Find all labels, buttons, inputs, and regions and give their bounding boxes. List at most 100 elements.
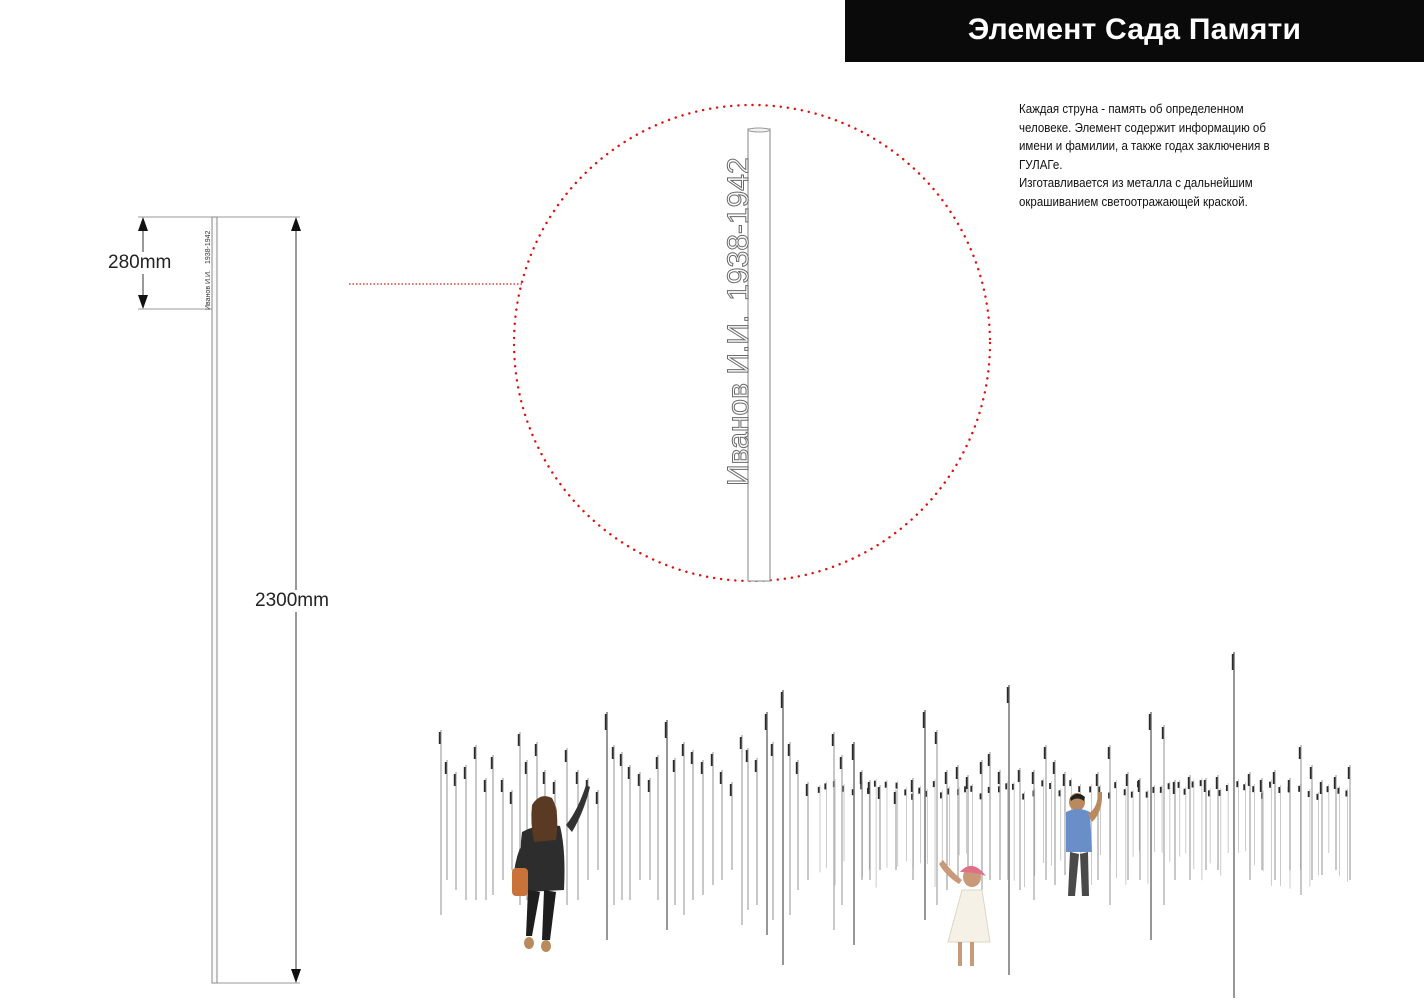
garden-pole-inscription xyxy=(542,772,545,784)
title-bar: Элемент Сада Памяти xyxy=(845,0,1424,62)
garden-pole-inscription xyxy=(1269,781,1271,788)
garden-pole-inscription xyxy=(534,744,537,756)
garden-pole-inscription xyxy=(1191,781,1194,788)
garden-pole-inscription xyxy=(1177,781,1180,788)
garden-pole-inscription xyxy=(1148,714,1151,730)
dimension-arrow-up-icon xyxy=(291,217,301,231)
garden-pole-inscription xyxy=(745,750,748,762)
person-man-figure xyxy=(1066,792,1103,896)
garden-pole-inscription xyxy=(729,784,732,796)
garden-pole-inscription xyxy=(1089,786,1092,793)
garden-pole-inscription xyxy=(664,722,667,738)
garden-pole-inscription xyxy=(1252,786,1255,793)
garden-pole-inscription xyxy=(859,772,862,784)
page-title: Элемент Сада Памяти xyxy=(967,13,1302,46)
garden-pole-inscription xyxy=(1172,782,1175,794)
garden-pole-inscription xyxy=(681,744,684,756)
garden-pole-inscription xyxy=(1231,654,1234,670)
dimension-arrow-up-icon xyxy=(138,217,148,231)
garden-pole-inscription xyxy=(647,780,650,792)
dimension-arrow-down-icon xyxy=(291,969,301,983)
garden-pole-inscription xyxy=(627,767,630,779)
garden-pole-inscription xyxy=(473,747,476,759)
garden-pole-inscription xyxy=(1043,747,1046,759)
garden-pole-inscription xyxy=(964,786,966,793)
garden-pole-inscription xyxy=(764,714,767,730)
garden-pole-inscription xyxy=(1095,774,1098,786)
garden-pole-inscription xyxy=(795,762,798,774)
garden-pole-inscription xyxy=(1017,770,1020,782)
garden-pole-inscription xyxy=(1062,774,1065,786)
garden-pole-inscription xyxy=(1316,793,1319,800)
garden-pole-inscription xyxy=(509,792,512,804)
garden-pole-inscription xyxy=(754,760,757,772)
person-woman-figure xyxy=(512,785,590,952)
garden-pole-inscription xyxy=(817,786,820,793)
garden-pole-inscription xyxy=(867,782,870,794)
garden-pole-inscription xyxy=(1130,791,1133,798)
garden-pole-inscription xyxy=(1278,786,1281,793)
garden-pole-inscription xyxy=(947,788,950,795)
garden-pole-inscription xyxy=(770,744,773,756)
garden-pole-inscription xyxy=(1307,791,1310,798)
garden-pole-inscription xyxy=(839,757,842,769)
garden-pole-inscription xyxy=(690,752,693,764)
garden-pole-inscription xyxy=(1078,786,1081,793)
garden-pole-inscription xyxy=(910,780,913,792)
garden-pole-inscription xyxy=(860,783,863,790)
garden-pole-inscription xyxy=(1309,767,1312,779)
garden-pole-inscription xyxy=(1259,780,1262,792)
garden-pole-inscription xyxy=(1041,780,1044,787)
garden-pole-inscription xyxy=(1022,793,1025,800)
garden-pole-inscription xyxy=(934,732,937,744)
garden-pole-inscription xyxy=(893,792,896,804)
garden-pole-inscription xyxy=(851,789,854,796)
garden-pole-inscription xyxy=(1287,780,1290,792)
garden-pole-inscription xyxy=(595,792,598,804)
garden-pole-inscription xyxy=(873,780,876,787)
garden-pole-inscription xyxy=(1031,772,1034,784)
garden-pole-inscription xyxy=(552,782,555,794)
garden-pole-inscription xyxy=(564,750,567,762)
garden-pole-inscription xyxy=(1167,783,1170,790)
garden-pole-inscription xyxy=(904,789,907,796)
garden-pole-inscription xyxy=(1137,780,1140,792)
garden-pole-inscription xyxy=(1006,687,1009,703)
garden-pole-inscription xyxy=(805,784,808,796)
garden-pole-inscription xyxy=(444,762,447,774)
callout-detail-circle xyxy=(512,103,992,583)
garden-pole-inscription xyxy=(987,754,990,766)
garden-pole-inscription xyxy=(604,714,607,730)
garden-pole-inscription xyxy=(500,780,503,792)
pole-inscription-large: Иванов И.И.1938-1942 xyxy=(722,157,755,486)
garden-pole-inscription xyxy=(524,762,527,774)
garden-pole-inscription xyxy=(619,754,622,766)
garden-pole-inscription xyxy=(1203,780,1206,792)
garden-pole-inscription xyxy=(575,772,578,784)
garden-pole-inscription xyxy=(490,757,493,769)
description-block: Каждая струна - память об определенном ч… xyxy=(1019,100,1295,212)
garden-pole-inscription xyxy=(997,772,1000,784)
garden-pole-inscription xyxy=(1207,790,1210,797)
garden-pole-inscription xyxy=(1319,782,1322,794)
garden-pole-inscription xyxy=(637,774,640,786)
garden-pole-inscription xyxy=(483,780,486,792)
description-paragraph-2: Изготавливается из металла с дальнейшим … xyxy=(1019,176,1253,209)
garden-pole-inscription xyxy=(1298,747,1301,759)
person-girl-figure xyxy=(939,860,991,966)
garden-pole-inscription xyxy=(1225,785,1228,792)
garden-pole-inscription xyxy=(918,787,921,794)
garden-pole-inscription xyxy=(1005,783,1008,790)
garden-pole-inscription xyxy=(944,772,947,784)
pole-elevation xyxy=(211,216,218,984)
garden-pole-inscription xyxy=(895,782,898,789)
garden-pole-inscription xyxy=(517,734,520,746)
garden-pole-inscription xyxy=(1218,790,1221,797)
garden-pole-inscription xyxy=(1345,790,1348,797)
pole-detail-top xyxy=(747,127,771,133)
garden-pole-inscription xyxy=(1159,786,1162,793)
garden-pole-inscription xyxy=(655,757,658,769)
garden-pole-inscription xyxy=(1161,727,1164,739)
garden-pole-inscription xyxy=(780,692,783,708)
